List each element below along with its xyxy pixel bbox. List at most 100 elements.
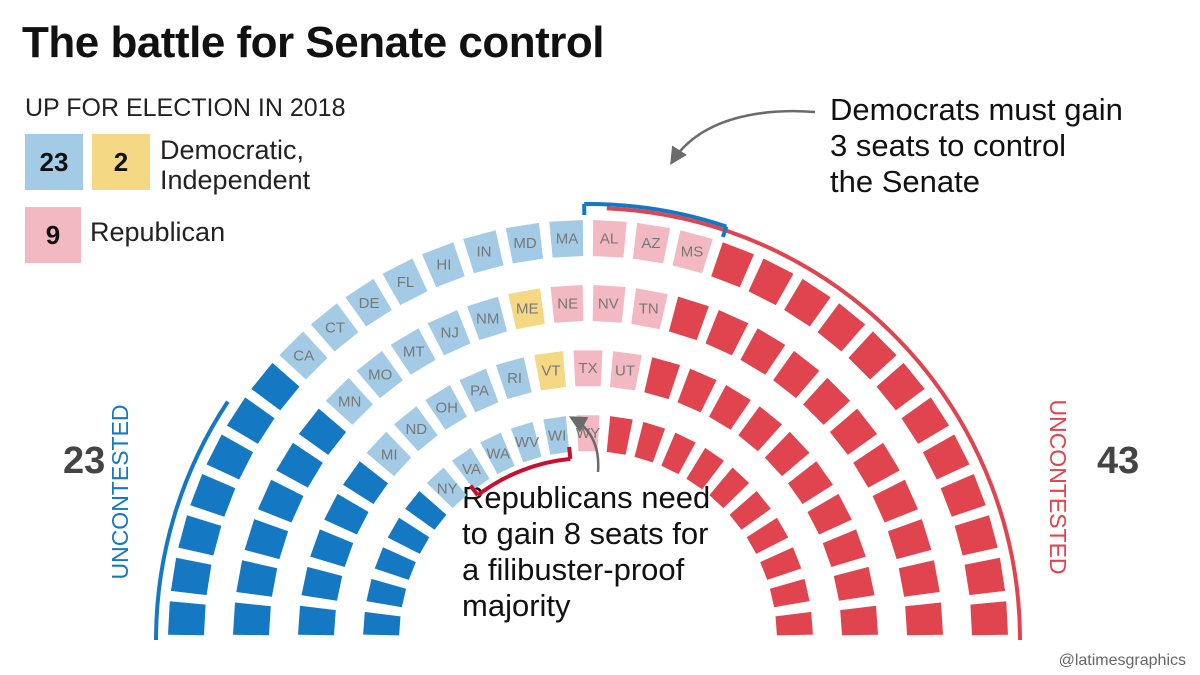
- seat-label: NM: [476, 310, 499, 327]
- seat-dem-uncontested: [258, 479, 304, 523]
- seat-dem-uncontested: [387, 517, 430, 554]
- seat-dem-uncontested: [301, 566, 343, 601]
- seat-dem-uncontested: [206, 434, 254, 480]
- seat-tn: [631, 288, 668, 330]
- seat-pa: [459, 368, 499, 413]
- seat-rep-uncontested: [829, 408, 878, 455]
- seat-dem-uncontested: [244, 519, 289, 560]
- seat-rep-uncontested: [817, 303, 866, 352]
- seat-dem-uncontested: [363, 611, 401, 636]
- seat-dem-uncontested: [251, 362, 300, 411]
- seat-ri: [495, 357, 532, 400]
- seat-tx: [573, 350, 603, 387]
- seat-label: NY: [437, 480, 458, 497]
- democrats-annotation-line: the Senate: [830, 164, 980, 199]
- republicans-annotation-line: a filibuster-proof: [462, 552, 685, 587]
- democrat-bracket: [582, 201, 729, 238]
- seat-vt: [534, 351, 566, 391]
- seat-rep-uncontested: [740, 328, 786, 375]
- seat-dem-uncontested: [236, 560, 278, 597]
- democrats-annotation-line: 3 seats to control: [830, 128, 1067, 163]
- republicans-annotation-line: Republicans need: [462, 480, 711, 515]
- seat-mt: [390, 328, 436, 375]
- seat-md: [505, 222, 544, 264]
- seat-rep-uncontested: [760, 547, 802, 580]
- seat-in: [463, 230, 504, 274]
- seat-al: [592, 220, 627, 258]
- seat-rep-uncontested: [833, 566, 875, 601]
- seat-rep-uncontested: [644, 357, 681, 400]
- seat-label: VA: [462, 461, 481, 478]
- seat-dem-uncontested: [178, 515, 222, 556]
- uncontested-right-label: UNCONTESTED: [1045, 399, 1071, 574]
- seat-label: WI: [548, 427, 566, 444]
- seat-label: IN: [477, 244, 492, 261]
- seat-label: MI: [381, 446, 398, 463]
- seat-label: MN: [338, 394, 361, 411]
- seat-group: CA CT DE FL HI IN MD MA AL AZ MS MN MO MT NJ NM ME NE NV TN…: [168, 220, 1008, 636]
- seat-rep-uncontested: [729, 491, 771, 530]
- seat-rep-uncontested: [709, 467, 750, 509]
- seat-de: [345, 278, 392, 327]
- seat-dem-uncontested: [168, 601, 206, 636]
- seat-va: [452, 447, 490, 490]
- seat-label: MS: [681, 244, 704, 261]
- legend-republican-count: 9: [25, 207, 81, 263]
- republicans-annotation: Republicans need to gain 8 seats for a f…: [462, 480, 762, 624]
- seat-rep-uncontested: [954, 515, 998, 556]
- seat-rep-uncontested: [872, 479, 918, 523]
- seat-ut: [610, 351, 642, 391]
- seat-label: NJ: [441, 325, 459, 342]
- seat-label: MA: [556, 231, 579, 248]
- legend-heading: UP FOR ELECTION IN 2018: [25, 94, 346, 122]
- seat-rep-uncontested: [634, 421, 666, 463]
- seat-dem-uncontested: [343, 461, 388, 504]
- seat-label: VT: [541, 363, 560, 380]
- seat-rep-uncontested: [876, 362, 925, 411]
- seat-rep-uncontested: [922, 434, 970, 480]
- seat-dem-uncontested: [276, 442, 323, 488]
- seat-rep-uncontested: [709, 385, 751, 430]
- uncontested-dem-arc: [154, 400, 230, 641]
- seat-ca: [279, 331, 328, 380]
- seat-rep-uncontested: [898, 560, 940, 597]
- seat-wv: [510, 421, 542, 463]
- seat-label: WV: [515, 434, 539, 451]
- seat-rep-uncontested: [661, 432, 696, 475]
- seat-rep-uncontested: [764, 431, 810, 477]
- seat-ne: [550, 285, 584, 323]
- legend-independent-count: 2: [92, 134, 150, 190]
- seat-nj: [427, 310, 471, 356]
- seat-dem-uncontested: [298, 408, 347, 455]
- seat-mi: [366, 431, 412, 477]
- seat-rep-uncontested: [711, 242, 754, 288]
- seat-rep-uncontested: [970, 601, 1008, 636]
- seat-nd: [394, 406, 438, 452]
- seat-label: TN: [639, 301, 659, 318]
- republican-bracket: [468, 446, 573, 497]
- seat-oh: [425, 385, 467, 430]
- seat-label: CA: [293, 348, 314, 365]
- seat-rep-uncontested: [848, 331, 897, 380]
- seat-rep-uncontested: [905, 602, 943, 636]
- seat-label: CT: [325, 320, 345, 337]
- republicans-annotation-line: majority: [462, 588, 571, 623]
- democrats-annotation-line: Democrats must gain: [830, 92, 1123, 127]
- seat-ms: [672, 230, 713, 274]
- seat-rep-uncontested: [901, 397, 950, 444]
- seat-label: RI: [507, 370, 522, 387]
- seat-wi: [543, 416, 570, 455]
- seat-rep-uncontested: [940, 474, 986, 517]
- seat-label: NE: [557, 296, 578, 313]
- seat-mo: [356, 350, 403, 399]
- seat-rep-uncontested: [784, 278, 831, 327]
- legend-democratic-count: 23: [25, 134, 83, 190]
- seat-dem-uncontested: [405, 491, 447, 530]
- seat-rep-uncontested: [822, 529, 866, 567]
- seat-dem-uncontested: [226, 397, 275, 444]
- uncontested-dem-count: 23: [63, 440, 106, 482]
- republicans-arrow: [568, 416, 600, 473]
- seat-rep-uncontested: [773, 350, 820, 399]
- seat-rep-uncontested: [677, 368, 717, 413]
